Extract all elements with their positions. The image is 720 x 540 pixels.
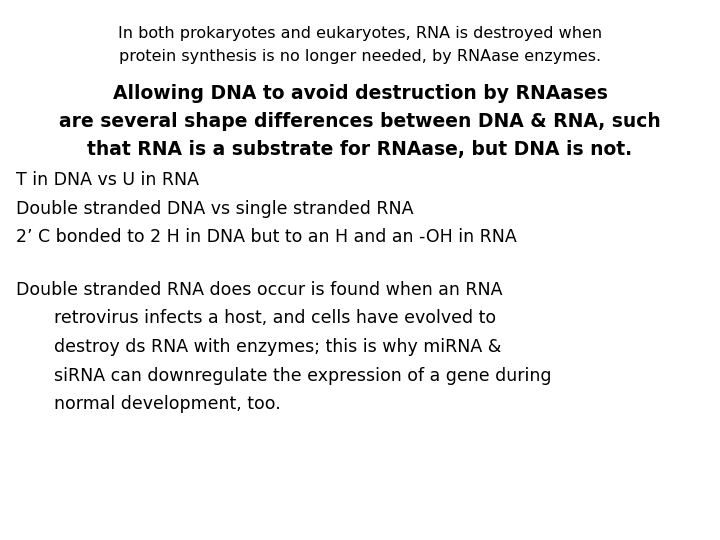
Text: Double stranded RNA does occur is found when an RNA: Double stranded RNA does occur is found … — [16, 281, 503, 299]
Text: normal development, too.: normal development, too. — [54, 395, 281, 413]
Text: protein synthesis is no longer needed, by RNAase enzymes.: protein synthesis is no longer needed, b… — [119, 49, 601, 64]
Text: T in DNA vs U in RNA: T in DNA vs U in RNA — [16, 171, 199, 189]
Text: that RNA is a substrate for RNAase, but DNA is not.: that RNA is a substrate for RNAase, but … — [87, 140, 633, 159]
Text: siRNA can downregulate the expression of a gene during: siRNA can downregulate the expression of… — [54, 367, 552, 384]
Text: destroy ds RNA with enzymes; this is why miRNA &: destroy ds RNA with enzymes; this is why… — [54, 338, 501, 356]
Text: Allowing DNA to avoid destruction by RNAases: Allowing DNA to avoid destruction by RNA… — [112, 84, 608, 103]
Text: retrovirus infects a host, and cells have evolved to: retrovirus infects a host, and cells hav… — [54, 309, 496, 327]
Text: are several shape differences between DNA & RNA, such: are several shape differences between DN… — [59, 112, 661, 131]
Text: 2’ C bonded to 2 H in DNA but to an H and an -OH in RNA: 2’ C bonded to 2 H in DNA but to an H an… — [16, 228, 516, 246]
Text: Double stranded DNA vs single stranded RNA: Double stranded DNA vs single stranded R… — [16, 200, 413, 218]
Text: In both prokaryotes and eukaryotes, RNA is destroyed when: In both prokaryotes and eukaryotes, RNA … — [118, 26, 602, 41]
